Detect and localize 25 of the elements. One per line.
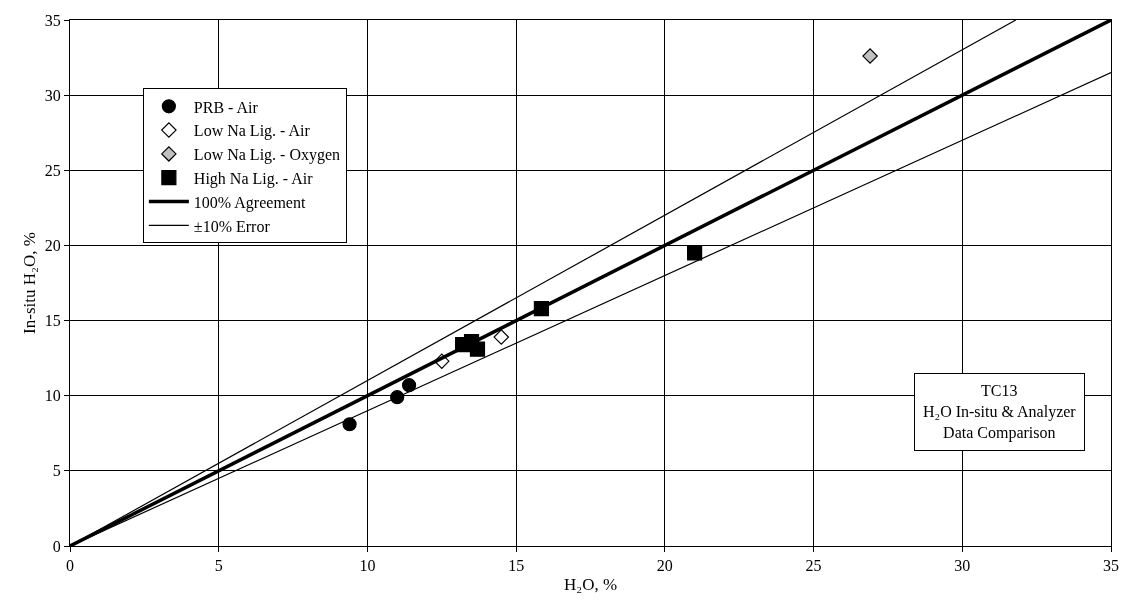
x-tick-label: 30 <box>954 557 971 575</box>
y-tick-label: 35 <box>44 11 61 29</box>
annotation: TC13 H₂O In-situ & Analyzer Data Comparison <box>923 382 1077 442</box>
x-tick-label: 35 <box>1103 557 1119 575</box>
y-tick-label: 5 <box>52 462 61 480</box>
y-tick-label: 25 <box>44 161 61 179</box>
legend-label: High Na Lig. - Air <box>193 169 314 188</box>
y-tick-label: 0 <box>52 537 61 555</box>
legend-label: 100% Agreement <box>193 193 306 212</box>
x-tick-label: 0 <box>66 557 74 575</box>
legend-label: Low Na Lig. - Oxygen <box>193 146 341 165</box>
y-tick-label: 20 <box>44 237 61 255</box>
legend-label: Low Na Lig. - Air <box>193 122 311 141</box>
y-axis-title: In-situ H₂O, % <box>20 232 40 334</box>
x-tick-label: 5 <box>214 557 223 575</box>
legend-label: ±10% Error <box>193 217 271 235</box>
x-axis-title: H₂O, % <box>563 574 618 594</box>
y-tick-label: 15 <box>44 312 61 330</box>
x-tick-label: 15 <box>508 557 525 575</box>
y-tick-label: 30 <box>44 86 61 104</box>
legend-label: PRB - Air <box>193 98 259 116</box>
x-tick-label: 10 <box>359 557 376 575</box>
x-tick-label: 20 <box>656 557 673 575</box>
x-tick-label: 25 <box>805 557 822 575</box>
y-tick-label: 10 <box>44 387 61 405</box>
